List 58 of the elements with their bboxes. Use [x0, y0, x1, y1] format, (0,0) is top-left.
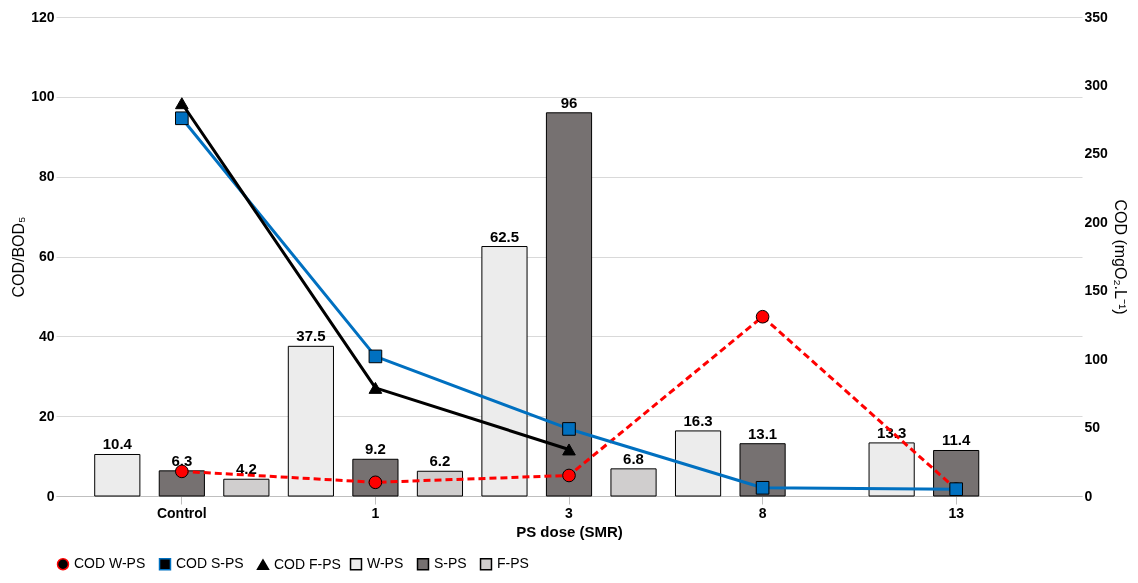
y2-tick-label: 200 [1084, 213, 1109, 230]
legend-label: COD S-PS [176, 555, 244, 572]
data-label: 6.3 [171, 451, 193, 469]
point [755, 480, 770, 495]
y2-tick-label: 50 [1084, 419, 1101, 436]
legend-label: COD W-PS [74, 555, 146, 572]
point [175, 97, 189, 110]
y-tick-label: 80 [38, 168, 55, 185]
data-label: 96 [560, 93, 578, 111]
data-label: 13.1 [747, 424, 778, 442]
data-label: 11.4 [941, 431, 972, 449]
data-label: 6.2 [429, 452, 451, 470]
y2-tick-label: 0 [1084, 487, 1093, 504]
bar [610, 468, 657, 497]
data-label: 9.2 [364, 440, 386, 458]
y-tick-label: 0 [46, 487, 55, 504]
bar [223, 478, 270, 497]
data-label: 6.8 [623, 449, 644, 467]
bar [94, 453, 141, 497]
x-tick-label: 1 [371, 504, 380, 521]
y-tick-label: 20 [38, 407, 55, 424]
bar [868, 442, 915, 497]
data-label: 16.3 [683, 411, 713, 429]
point [175, 111, 189, 126]
point [368, 349, 383, 364]
x-tick-label: 13 [948, 504, 965, 521]
data-label: 62.5 [489, 227, 520, 245]
x-tick-label: 3 [565, 504, 574, 521]
y2-tick-label: 150 [1084, 282, 1109, 299]
y2-axis-title: COD (mgO₂.L⁻¹) [1111, 199, 1129, 315]
y2-tick-label: 300 [1084, 76, 1109, 93]
bar [416, 470, 464, 497]
data-label: 4.2 [235, 460, 257, 478]
y-tick-label: 120 [31, 8, 55, 25]
y2-tick-label: 100 [1084, 350, 1109, 367]
x-tick-label: Control [156, 504, 207, 521]
y2-tick-label: 350 [1084, 8, 1109, 25]
x-axis-title: PS dose (SMR) [516, 522, 623, 540]
point [562, 468, 576, 483]
y-tick-label: 40 [38, 327, 55, 344]
y-tick-label: 60 [38, 248, 55, 264]
point [368, 381, 383, 394]
legend-label: S-PS [434, 555, 467, 572]
data-label: 37.5 [296, 327, 326, 345]
point [562, 443, 576, 456]
data-label: 13.3 [877, 423, 907, 441]
bar [674, 430, 722, 497]
data-label: 10.4 [102, 435, 133, 453]
x-tick-label: 8 [758, 504, 767, 521]
point [755, 309, 770, 324]
bar [287, 345, 334, 497]
y-tick-label: 100 [31, 88, 55, 105]
legend-label: W-PS [367, 555, 404, 572]
point [562, 422, 576, 436]
y-axis-title: COD/BOD₅ [10, 216, 28, 298]
y2-tick-label: 250 [1084, 145, 1109, 162]
legend-label: COD F-PS [274, 555, 341, 572]
legend-label: F-PS [497, 555, 529, 572]
